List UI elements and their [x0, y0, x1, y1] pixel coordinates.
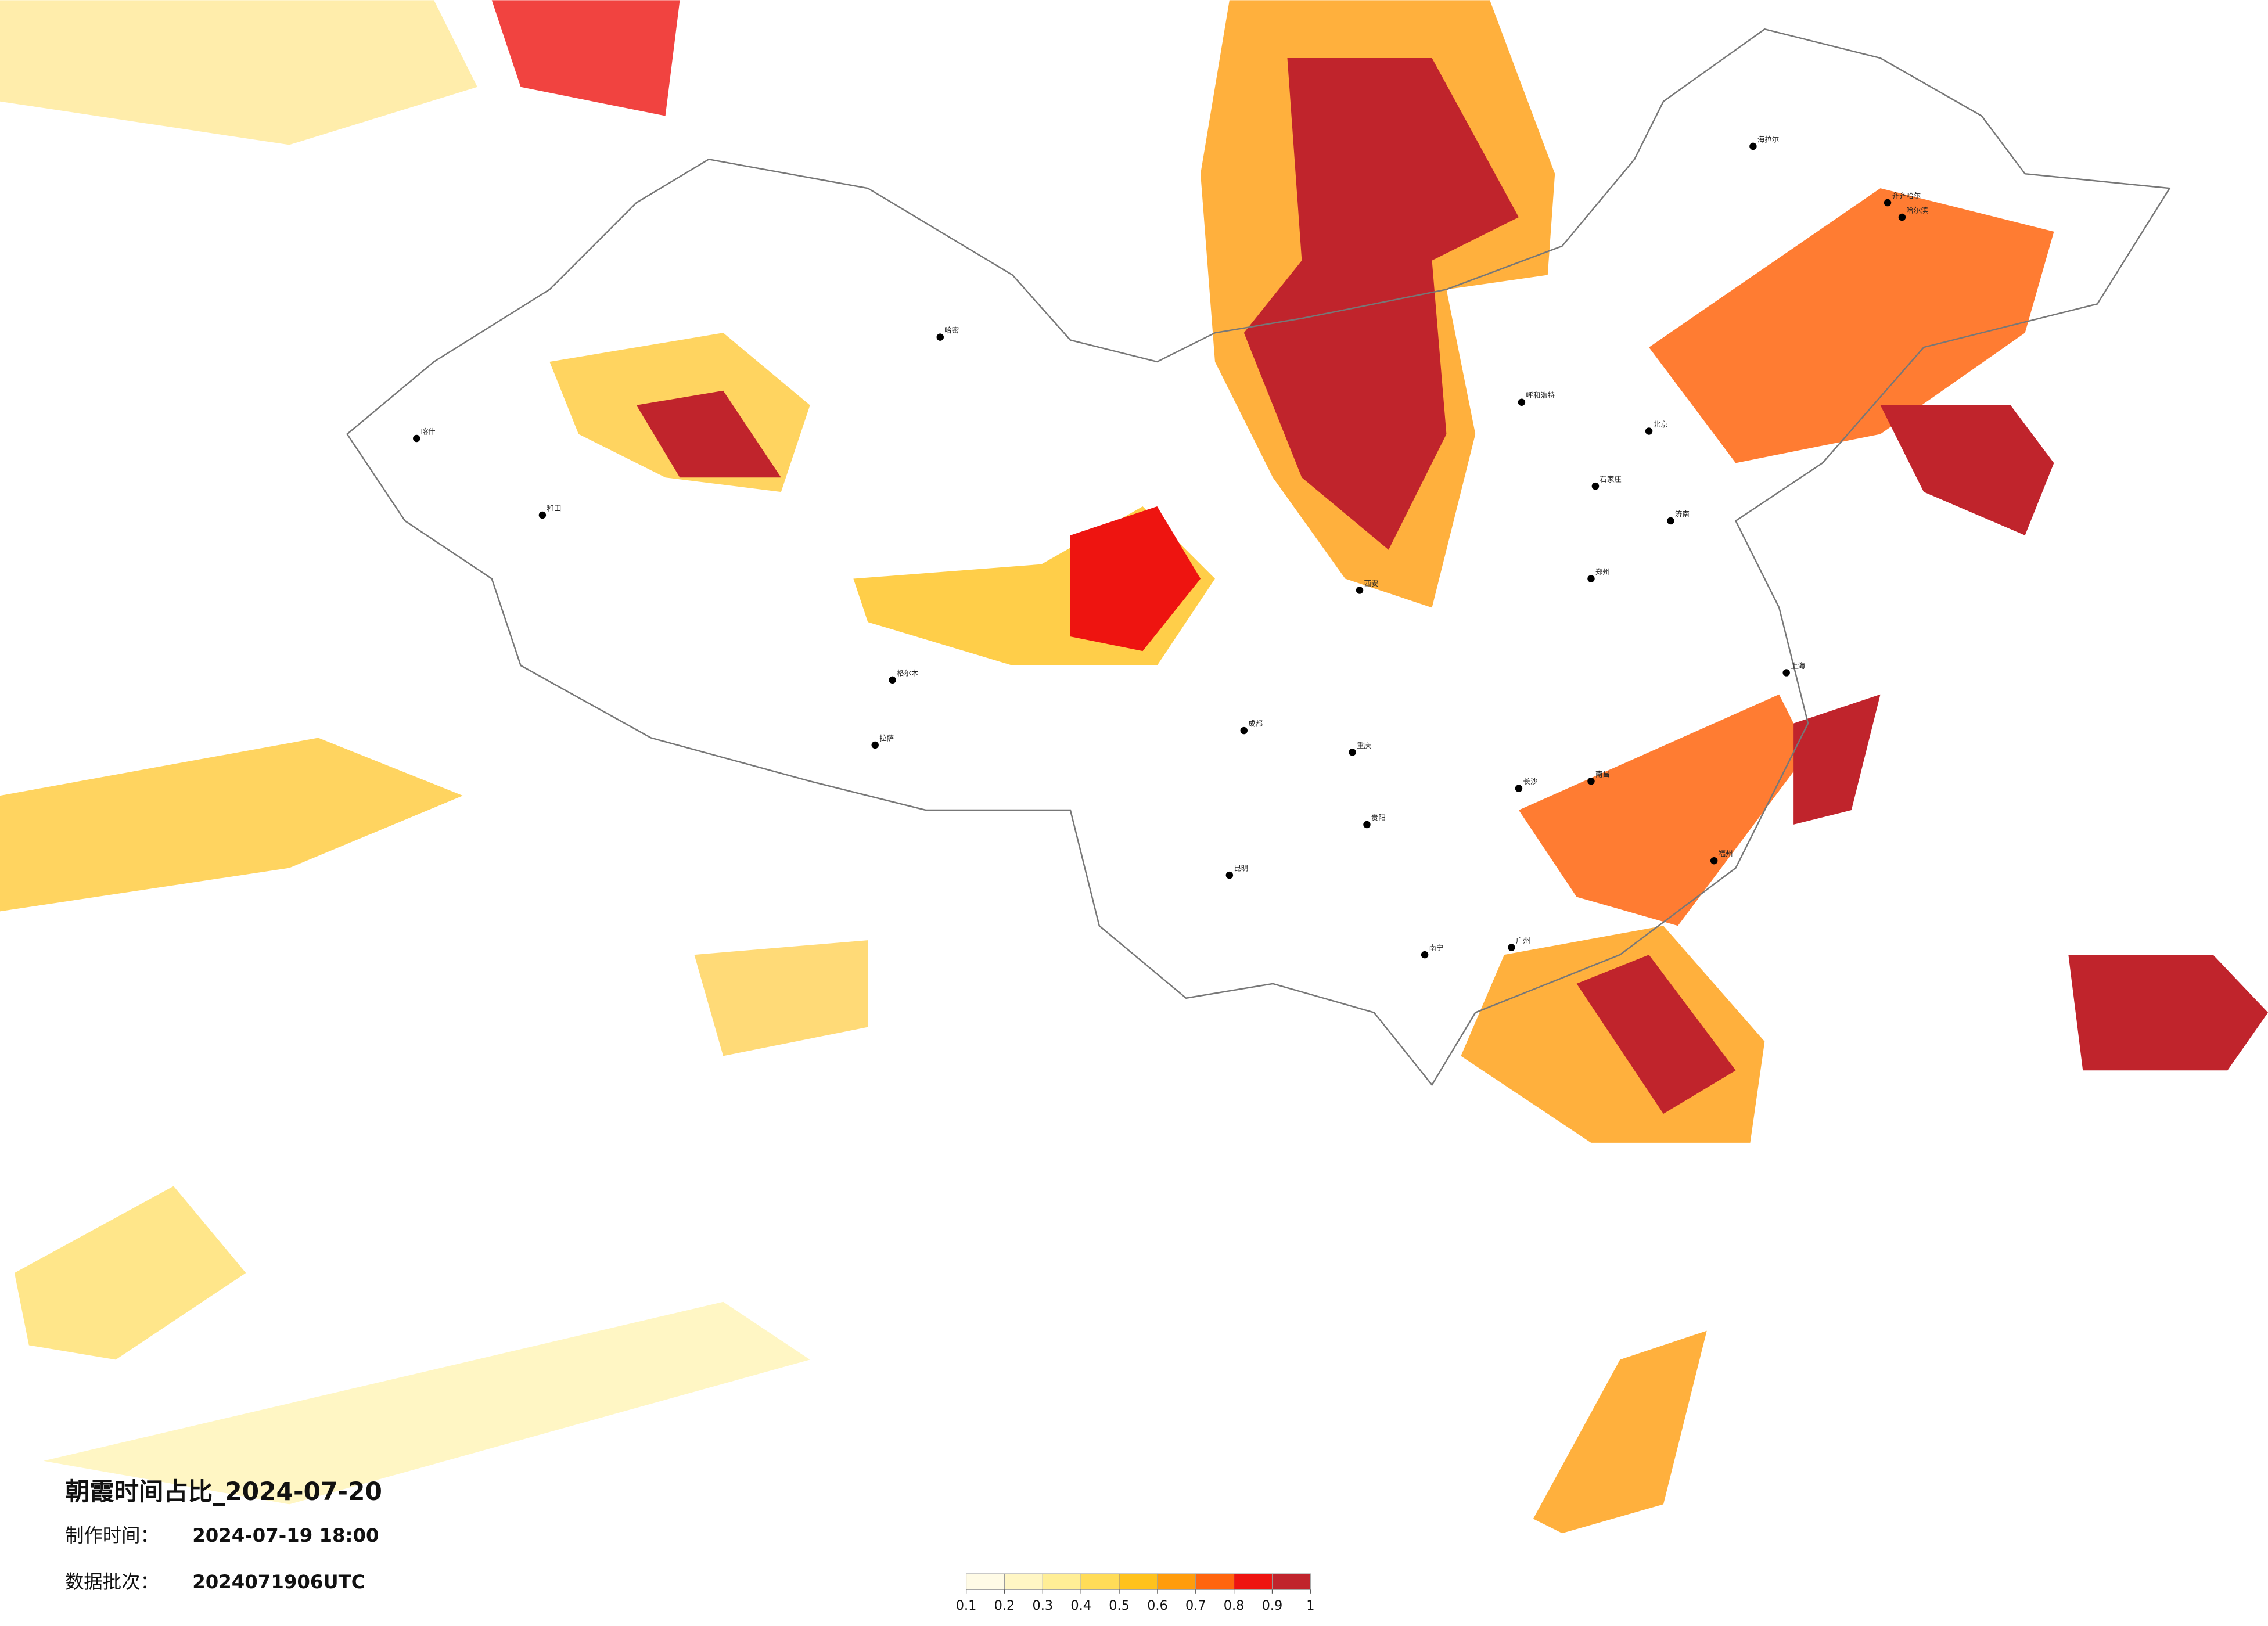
city-label: 上海 — [1791, 661, 1805, 670]
production-time-label: 制作时间： — [65, 1524, 159, 1546]
colorbar-tick-label: 0.3 — [1033, 1598, 1054, 1613]
city-label: 拉萨 — [879, 733, 894, 742]
city-label: 成都 — [1248, 720, 1263, 728]
city-label: 呼和浩特 — [1526, 391, 1555, 400]
colorbar-tick-label: 0.2 — [994, 1598, 1015, 1613]
colorbar-cell — [1157, 1573, 1196, 1590]
colorbar-cell — [1195, 1573, 1235, 1590]
city-label: 哈尔滨 — [1906, 206, 1928, 214]
colorbar-tick-label: 0.9 — [1262, 1598, 1283, 1613]
production-time: 2024-07-19 18:00 — [192, 1524, 379, 1546]
colorbar-cell — [1080, 1573, 1120, 1590]
colorbar-cell — [1119, 1573, 1158, 1590]
city-dot — [889, 676, 896, 684]
city-label: 贵阳 — [1371, 813, 1386, 822]
city-label: 重庆 — [1357, 741, 1371, 750]
colorbar-cell — [966, 1573, 1005, 1590]
city-label: 哈密 — [944, 326, 959, 334]
city-dot — [1782, 669, 1790, 677]
colorbar-cell — [1004, 1573, 1043, 1590]
city-dot — [1421, 951, 1429, 959]
city-label: 格尔木 — [897, 668, 919, 677]
city-dot — [1591, 482, 1600, 490]
city-label: 和田 — [547, 503, 561, 512]
colorbar-tick-label: 0.6 — [1147, 1598, 1168, 1613]
city-label: 广州 — [1516, 936, 1530, 945]
city-label: 北京 — [1654, 420, 1668, 429]
city-dot — [1587, 575, 1595, 582]
country-border — [346, 28, 2171, 1087]
city-label: 喀什 — [421, 427, 436, 436]
city-label: 西安 — [1364, 579, 1378, 588]
city-dot — [1645, 427, 1653, 435]
city-dot — [538, 511, 547, 519]
city-dot — [1898, 213, 1906, 221]
city-dot — [1884, 199, 1892, 207]
colorbar-cell — [1042, 1573, 1081, 1590]
data-batch-label: 数据批次： — [65, 1571, 159, 1593]
city-dot — [1710, 857, 1718, 865]
colorbar-tick-label: 0.8 — [1224, 1598, 1245, 1613]
colorbar-tick-label: 0.7 — [1185, 1598, 1206, 1613]
city-label: 福州 — [1719, 850, 1733, 858]
map-title: 朝霞时间占比_2024-07-20 — [65, 1477, 382, 1506]
city-label: 石家庄 — [1600, 475, 1621, 484]
city-dot — [1508, 944, 1515, 951]
colorbar-cell — [1234, 1573, 1273, 1590]
colorbar-cell — [1271, 1573, 1311, 1590]
colorbar-tick-label: 0.4 — [1070, 1598, 1091, 1613]
city-dot — [1356, 587, 1364, 594]
city-dot — [1349, 749, 1356, 756]
city-dot — [1363, 821, 1371, 829]
city-dot — [871, 741, 879, 749]
city-dot — [936, 333, 944, 341]
city-label: 齐齐哈尔 — [1892, 192, 1921, 200]
city-dot — [1515, 785, 1523, 792]
colorbar-tick-label: 0.1 — [956, 1598, 977, 1613]
city-label: 南宁 — [1429, 944, 1444, 952]
colorbar-tick-label: 0.5 — [1109, 1598, 1130, 1613]
cloud-field — [0, 0, 2268, 1534]
city-label: 海拉尔 — [1757, 135, 1779, 143]
colorbar-tick-label: 1 — [1306, 1598, 1314, 1613]
city-dot — [1667, 517, 1674, 525]
city-label: 南昌 — [1595, 770, 1610, 779]
city-label: 郑州 — [1595, 567, 1610, 576]
city-dot — [413, 434, 420, 443]
city-dot — [1749, 142, 1757, 150]
city-dot — [1518, 398, 1526, 406]
city-label: 长沙 — [1523, 777, 1537, 786]
colorbar: 0.1 0.2 0.3 0.4 0.5 0.6 0.7 0.8 0.9 1 — [956, 1573, 1314, 1613]
city-dot — [1240, 726, 1248, 735]
city-label: 济南 — [1675, 509, 1690, 518]
city-dot — [1225, 871, 1234, 879]
city-dot — [1587, 777, 1595, 785]
data-batch: 2024071906UTC — [192, 1571, 365, 1593]
city-label: 昆明 — [1234, 864, 1248, 873]
